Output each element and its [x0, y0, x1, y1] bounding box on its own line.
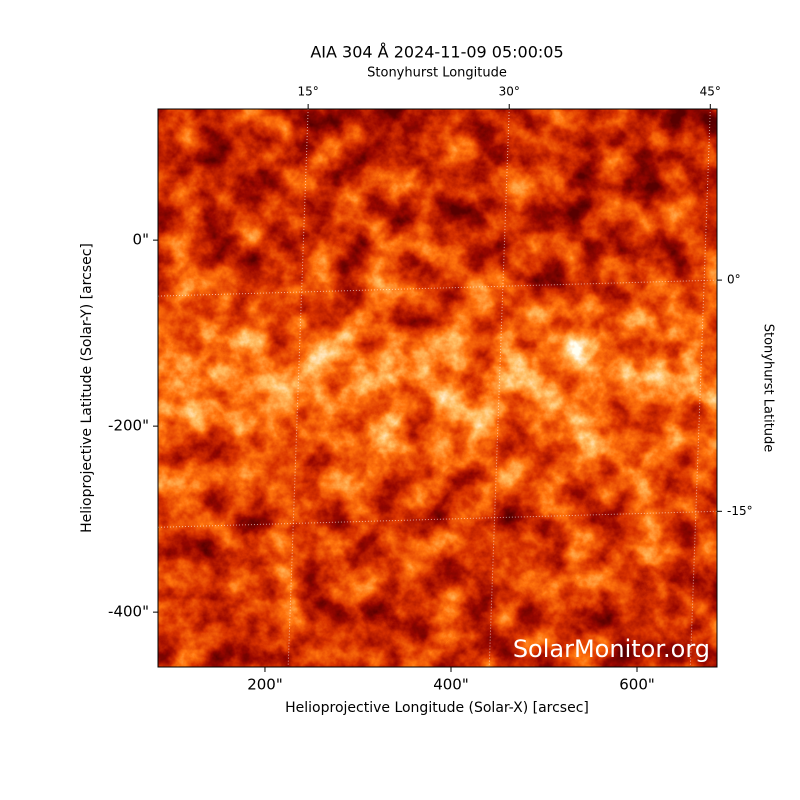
- y2-axis-label: Stonyhurst Latitude: [761, 324, 776, 453]
- y2-tick-label: -15°: [727, 504, 753, 518]
- solar-image: [158, 109, 717, 667]
- y-tick-label: 0": [133, 231, 149, 249]
- chart-title: AIA 304 Å 2024-11-09 05:00:05: [310, 43, 563, 62]
- y-axis-label: Helioprojective Latitude (Solar-Y) [arcs…: [79, 243, 95, 533]
- y-tick-label: -400": [108, 603, 149, 621]
- frame: [157, 108, 718, 668]
- x-axis-label: Helioprojective Longitude (Solar-X) [arc…: [285, 700, 589, 716]
- grid-line: [157, 279, 718, 297]
- grid-line: [488, 108, 510, 668]
- x-tick-label: 400": [433, 676, 469, 694]
- y-tick-label: -200": [108, 417, 149, 435]
- x2-axis-label: Stonyhurst Longitude: [367, 66, 507, 81]
- y2-tick-label: 0°: [727, 273, 741, 287]
- x2-tick-label: 45°: [700, 85, 721, 99]
- x-tick-label: 200": [247, 676, 283, 694]
- x2-tick-label: 15°: [297, 85, 318, 99]
- x2-tick-label: 30°: [499, 85, 520, 99]
- grid-line: [157, 510, 718, 528]
- grid-line: [689, 108, 711, 668]
- x-tick-label: 600": [619, 676, 655, 694]
- grid-line: [287, 108, 309, 668]
- grid: [157, 108, 718, 668]
- watermark: SolarMonitor.org: [513, 635, 710, 663]
